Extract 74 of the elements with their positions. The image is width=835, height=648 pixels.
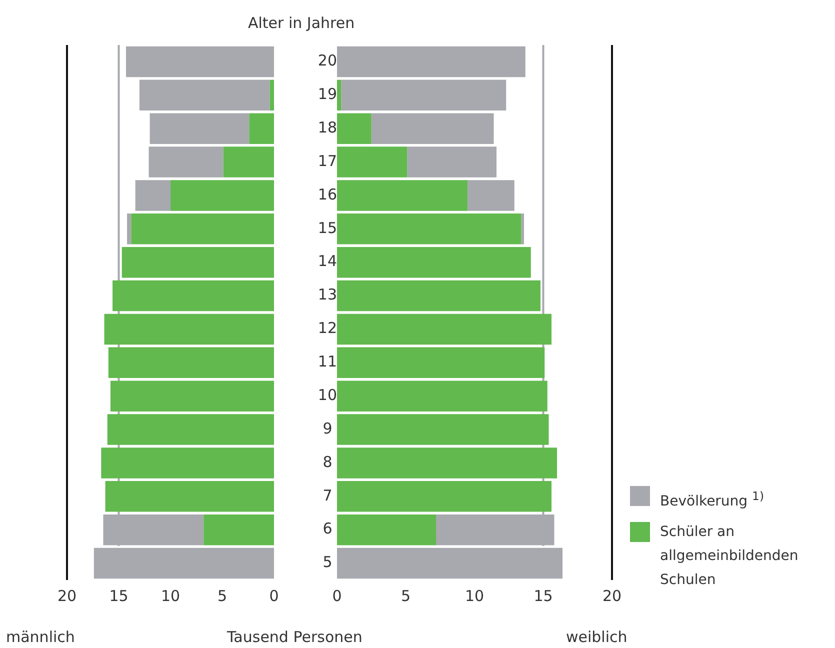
text: männlich (6, 628, 75, 646)
y-tick-label: 17 (318, 152, 338, 170)
x-tick-label: 20 (57, 586, 77, 605)
bar (337, 514, 436, 546)
y-axis-title: Alter in Jahren (248, 14, 355, 32)
bar (108, 347, 274, 378)
y-tick-label: 13 (318, 286, 338, 304)
bar (126, 46, 274, 78)
x-tick-label: 10 (160, 586, 180, 605)
bar (337, 180, 468, 211)
bar (341, 80, 506, 111)
legend-label: Bevölkerung $^{1)}$ (660, 488, 764, 512)
bar (127, 214, 132, 244)
bar (249, 113, 274, 144)
bar (104, 314, 274, 345)
bar (110, 380, 274, 412)
bar (170, 180, 274, 211)
bar (94, 548, 274, 579)
y-tick-label: 18 (318, 118, 338, 136)
bar (150, 113, 250, 144)
y-tick-label: 20 (318, 52, 338, 70)
bar (337, 414, 549, 445)
y-tick-label: 14 (318, 252, 338, 270)
bar (371, 113, 494, 144)
y-tick-label: 12 (318, 319, 338, 338)
y-tick-label: 11 (318, 352, 338, 371)
bar (337, 146, 408, 178)
y-tick-label: 9 (322, 419, 332, 438)
bar (112, 280, 274, 312)
y-tick-label: 8 (322, 452, 332, 471)
y-tick-label: 15 (318, 218, 338, 237)
bar (337, 246, 531, 278)
y-tick-label: 10 (318, 386, 338, 404)
bar (337, 80, 342, 111)
bar (337, 46, 526, 78)
bar (135, 180, 170, 211)
y-tick-label: 16 (318, 185, 338, 204)
x-tick-label: 10 (464, 586, 484, 605)
y-tick-label: 7 (322, 486, 332, 504)
bar (122, 246, 274, 278)
bar (337, 548, 562, 579)
y-tick-label: 6 (322, 520, 332, 538)
legend-label: Schüler an allgemeinbildenden Schulen (660, 522, 800, 590)
y-tick-label: 5 (322, 553, 332, 572)
bar (337, 481, 552, 512)
bar (139, 80, 270, 111)
bar (105, 481, 274, 512)
x-tick-label: 0 (269, 586, 279, 605)
bar (337, 448, 557, 478)
bar (521, 214, 524, 244)
bar (337, 347, 545, 378)
bar (468, 180, 514, 211)
bar (337, 214, 522, 244)
bar (337, 113, 372, 144)
text: weiblich (566, 628, 628, 646)
bar (148, 146, 224, 178)
x-tick-label: 5 (217, 586, 228, 605)
x-tick-label: 20 (602, 586, 622, 605)
bar (101, 448, 274, 478)
x-tick-label: 0 (332, 586, 342, 605)
x-tick-label: 15 (534, 586, 553, 605)
bar (270, 80, 274, 111)
bar (337, 380, 548, 412)
bar (223, 146, 274, 178)
bar (407, 146, 496, 178)
bar (131, 214, 274, 244)
bar (337, 314, 552, 345)
x-tick-label: 5 (400, 586, 411, 605)
bar (204, 514, 274, 546)
bar (337, 280, 540, 312)
x-tick-label: 15 (109, 586, 128, 605)
y-tick-label: 19 (318, 85, 338, 104)
x-axis-title: Tausend Personen (227, 628, 362, 646)
bar (107, 414, 274, 445)
